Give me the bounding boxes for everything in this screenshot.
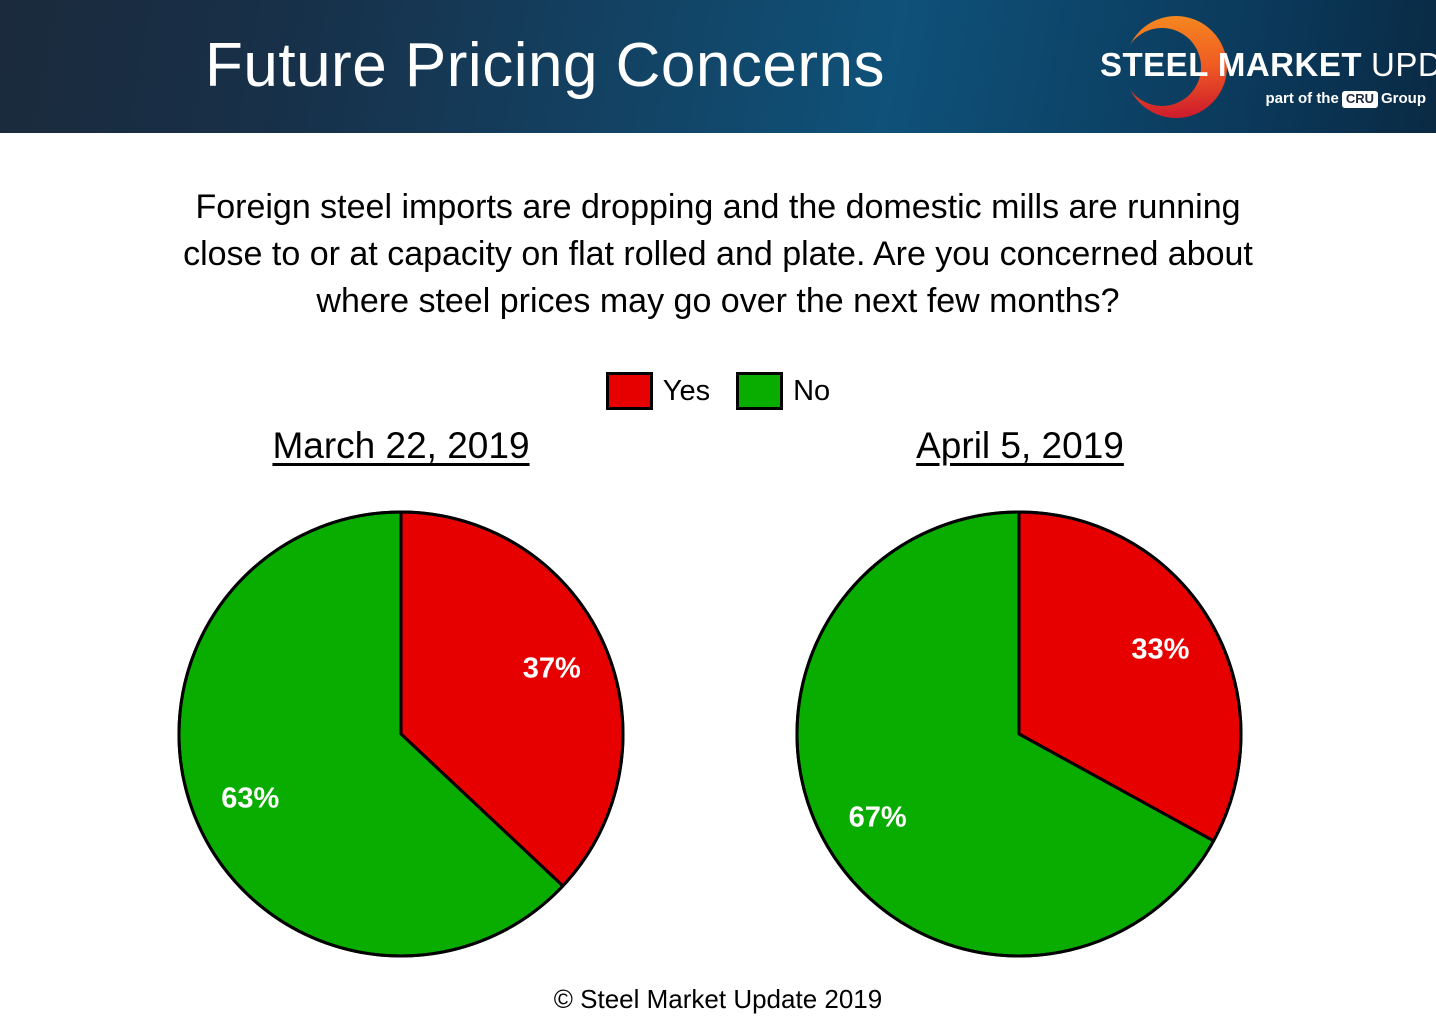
legend-swatch-no — [736, 372, 784, 410]
legend-swatch-yes — [605, 372, 653, 410]
legend-item-no: No — [736, 372, 830, 410]
logo-sub-pre: part of the — [1265, 90, 1339, 107]
logo-text-update: UPDATE — [1371, 46, 1436, 83]
pie-outline — [795, 510, 1243, 958]
header-band: Future Pricing Concerns STEELMARKETUPDAT… — [0, 0, 1436, 133]
logo-wordmark: STEELMARKETUPDATE — [1100, 46, 1436, 84]
logo-text-steel: STEEL — [1100, 46, 1209, 83]
logo-text-market: MARKET — [1217, 46, 1363, 83]
pie-chart-march: 37% 63% — [176, 509, 626, 959]
pie-chart-april-svg — [795, 510, 1243, 958]
survey-question: Foreign steel imports are dropping and t… — [183, 188, 1253, 320]
chart-title-april: April 5, 2019 — [916, 425, 1124, 466]
logo-subtitle: part of the CRU Group — [1265, 90, 1426, 108]
chart-title-march: March 22, 2019 — [272, 425, 530, 466]
pie-outline — [177, 510, 625, 958]
logo-sub-post: Group — [1381, 90, 1426, 107]
chart-legend: Yes No — [0, 372, 1436, 410]
legend-item-yes: Yes — [605, 372, 711, 410]
page-title: Future Pricing Concerns — [205, 31, 885, 100]
legend-label-yes: Yes — [662, 375, 711, 407]
pie-chart-april: 33% 67% — [794, 509, 1244, 959]
cru-badge: CRU — [1341, 90, 1378, 108]
legend-label-no: No — [793, 375, 831, 407]
copyright-footer: © Steel Market Update 2019 — [553, 984, 883, 1014]
pie-chart-march-svg — [177, 510, 625, 958]
